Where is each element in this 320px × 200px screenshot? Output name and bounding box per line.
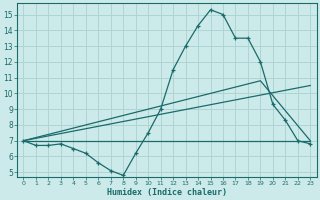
X-axis label: Humidex (Indice chaleur): Humidex (Indice chaleur) <box>107 188 227 197</box>
